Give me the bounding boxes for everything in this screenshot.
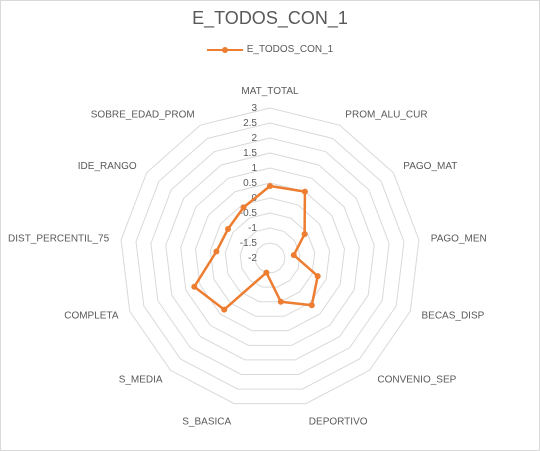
grid-ring xyxy=(209,197,331,317)
data-point xyxy=(240,204,247,211)
data-point xyxy=(308,302,315,309)
data-point xyxy=(277,298,284,305)
data-point xyxy=(314,273,321,280)
data-point xyxy=(290,252,297,259)
chart-title: E_TODOS_CON_1 xyxy=(192,8,348,28)
grid-ring xyxy=(239,227,301,288)
r-tick-label: -1 xyxy=(248,223,257,234)
legend-entry: E_TODOS_CON_1 xyxy=(246,44,334,55)
grid-ring xyxy=(254,242,286,274)
category-label: CONVENIO_SEP xyxy=(377,374,456,385)
category-label: SOBRE_EDAD_PROM xyxy=(91,110,195,121)
category-label: MAT_TOTAL xyxy=(241,86,299,97)
category-label: PAGO_MAT xyxy=(403,161,457,172)
r-tick-label: 1.5 xyxy=(243,148,257,159)
category-label: PROM_ALU_CUR xyxy=(345,110,427,121)
data-point xyxy=(191,283,198,290)
grid-ring xyxy=(194,182,346,332)
data-point xyxy=(301,188,308,195)
category-label: IDE_RANGO xyxy=(78,161,137,172)
grid-ring xyxy=(165,152,375,361)
r-tick-label: 1 xyxy=(251,163,257,174)
grid-ring xyxy=(224,212,316,303)
category-label: DEPORTIVO xyxy=(309,416,368,427)
r-tick-label: 2.5 xyxy=(243,118,257,129)
category-label: PAGO_MEN xyxy=(431,234,487,245)
r-tick-label: -0.5 xyxy=(240,208,258,219)
data-point xyxy=(263,269,270,276)
category-label: S_MEDIA xyxy=(119,374,163,385)
grid-ring xyxy=(135,122,405,390)
r-tick-label: -2 xyxy=(248,253,257,264)
r-tick-label: 0.5 xyxy=(243,178,257,189)
r-tick-label: 2 xyxy=(251,133,257,144)
data-point xyxy=(301,231,308,238)
data-point xyxy=(225,226,231,232)
series-line xyxy=(193,184,319,311)
data-point xyxy=(267,183,273,189)
legend: E_TODOS_CON_1 xyxy=(0,44,540,55)
r-tick-label: 3 xyxy=(251,103,257,114)
grid-ring xyxy=(150,137,390,375)
category-label: S_BASICA xyxy=(182,416,231,427)
category-label: DIST_PERCENTIL_75 xyxy=(8,234,110,245)
grid-ring xyxy=(120,107,420,405)
legend-marker-icon xyxy=(206,46,243,53)
data-point xyxy=(213,248,220,255)
r-tick-label: -1.5 xyxy=(240,238,258,249)
grid-ring xyxy=(180,167,360,346)
category-label: COMPLETA xyxy=(64,310,119,321)
category-label: BECAS_DISP xyxy=(422,310,485,321)
data-point xyxy=(221,306,228,313)
